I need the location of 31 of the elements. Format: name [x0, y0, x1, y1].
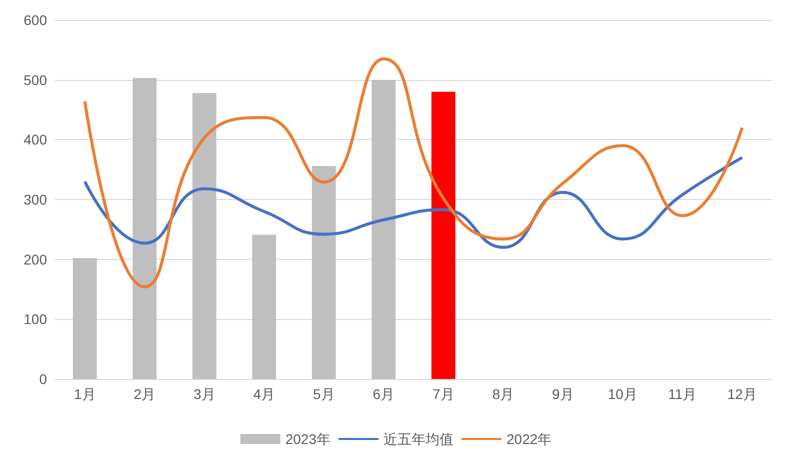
- line-series: [83, 156, 744, 249]
- x-tick-label: 9月: [552, 386, 574, 402]
- line-series: [83, 57, 744, 288]
- x-tick-label: 11月: [668, 386, 697, 402]
- y-tick-label: 600: [24, 12, 48, 28]
- legend-label: 近五年均值: [384, 431, 454, 447]
- x-tick-label: 5月: [312, 386, 335, 402]
- legend-label: 2023年: [285, 431, 331, 447]
- y-tick-label: 500: [24, 72, 48, 88]
- x-tick-label: 12月: [727, 386, 757, 402]
- x-tick-label: 10月: [608, 386, 638, 402]
- x-tick-label: 8月: [492, 386, 514, 402]
- bar: [312, 166, 336, 379]
- y-tick-label: 300: [24, 192, 48, 208]
- y-tick-label: 0: [39, 371, 48, 387]
- bar: [431, 92, 456, 379]
- x-tick-label: 2月: [134, 386, 156, 402]
- bar: [132, 78, 157, 379]
- bar: [72, 258, 97, 379]
- x-tick-label: 4月: [253, 386, 276, 402]
- bar: [192, 92, 216, 379]
- y-tick-label: 200: [24, 251, 48, 268]
- x-tick-label: 3月: [193, 386, 216, 402]
- x-tick-label: 1月: [74, 386, 96, 402]
- y-tick-label: 100: [24, 311, 48, 328]
- x-tick-label: 6月: [372, 386, 395, 402]
- legend-label: 2022年: [506, 431, 552, 447]
- bar: [252, 234, 276, 379]
- x-tick-label: 7月: [432, 386, 454, 402]
- bar: [372, 80, 396, 379]
- y-tick-label: 400: [24, 132, 48, 148]
